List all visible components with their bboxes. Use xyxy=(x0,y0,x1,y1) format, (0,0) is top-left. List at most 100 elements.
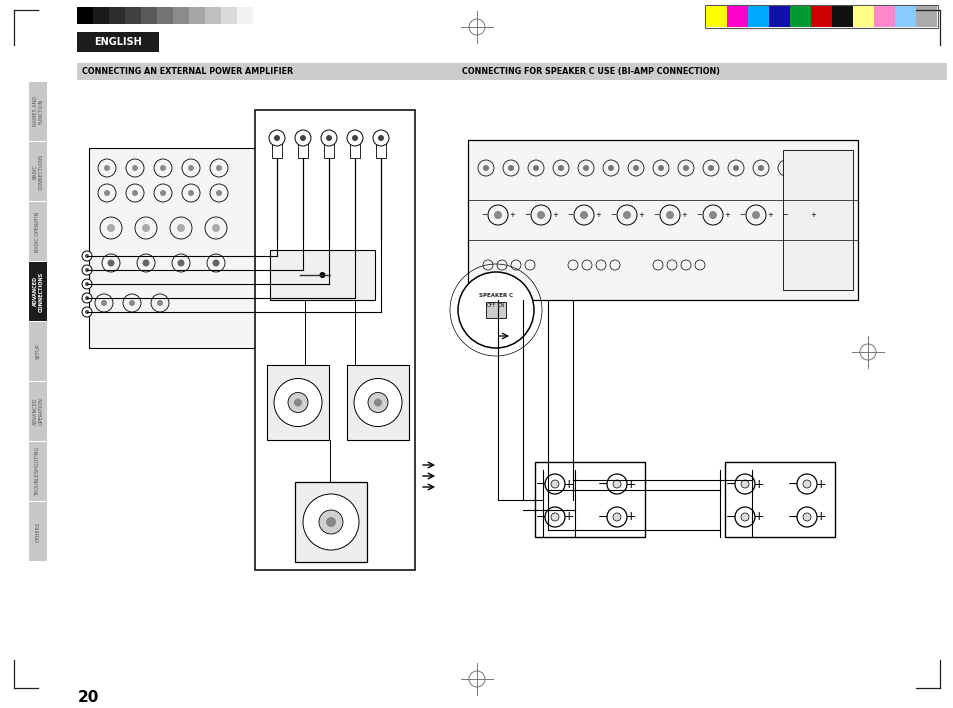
Circle shape xyxy=(157,300,163,306)
Bar xyxy=(189,7,205,24)
Bar xyxy=(831,6,852,27)
Bar xyxy=(77,32,159,52)
Bar xyxy=(29,442,47,501)
Text: +: + xyxy=(680,212,686,218)
Circle shape xyxy=(288,392,308,413)
Text: CONNECTING AN EXTERNAL POWER AMPLIFIER: CONNECTING AN EXTERNAL POWER AMPLIFIER xyxy=(82,67,293,76)
Text: −: − xyxy=(523,212,529,218)
Text: +: + xyxy=(809,212,815,218)
Text: −: − xyxy=(696,212,701,218)
Bar xyxy=(272,138,282,158)
Circle shape xyxy=(537,211,544,219)
Circle shape xyxy=(160,190,166,196)
Bar xyxy=(915,6,936,27)
Circle shape xyxy=(303,494,358,550)
Bar xyxy=(789,6,810,27)
Bar xyxy=(172,7,189,24)
Text: +: + xyxy=(766,212,772,218)
Text: +: + xyxy=(753,477,763,491)
Circle shape xyxy=(633,165,639,171)
Circle shape xyxy=(558,165,563,171)
Text: +: + xyxy=(815,510,825,523)
Circle shape xyxy=(347,130,363,146)
Circle shape xyxy=(104,190,110,196)
Circle shape xyxy=(740,513,748,521)
Text: −: − xyxy=(598,477,608,491)
Text: +: + xyxy=(753,510,763,523)
Bar xyxy=(157,7,172,24)
Text: −: − xyxy=(787,510,798,523)
Circle shape xyxy=(107,224,115,232)
Circle shape xyxy=(82,293,91,303)
Text: +: + xyxy=(563,477,574,491)
Bar xyxy=(324,138,334,158)
Circle shape xyxy=(740,480,748,488)
Circle shape xyxy=(129,300,135,306)
Text: ADVANCED
CONNECTIONS: ADVANCED CONNECTIONS xyxy=(32,271,43,312)
Circle shape xyxy=(507,165,514,171)
Circle shape xyxy=(373,130,389,146)
Circle shape xyxy=(613,480,620,488)
Text: SPEAKER C: SPEAKER C xyxy=(478,294,513,299)
Bar xyxy=(77,63,946,80)
Bar xyxy=(468,140,857,300)
Circle shape xyxy=(794,211,802,219)
Text: +: + xyxy=(815,477,825,491)
Text: +: + xyxy=(625,510,636,523)
Text: BASIC
CONNECTIONS: BASIC CONNECTIONS xyxy=(32,154,43,190)
Circle shape xyxy=(734,474,754,494)
Bar xyxy=(221,7,236,24)
Circle shape xyxy=(82,279,91,289)
Circle shape xyxy=(354,379,401,426)
Circle shape xyxy=(215,190,222,196)
Circle shape xyxy=(582,165,588,171)
Circle shape xyxy=(579,211,587,219)
Bar xyxy=(205,7,221,24)
Circle shape xyxy=(108,260,114,266)
Bar xyxy=(109,7,125,24)
Bar xyxy=(768,6,789,27)
Circle shape xyxy=(707,165,713,171)
Text: −: − xyxy=(598,510,608,523)
Circle shape xyxy=(494,211,501,219)
Circle shape xyxy=(377,135,384,141)
Circle shape xyxy=(320,130,336,146)
Circle shape xyxy=(132,165,138,171)
Circle shape xyxy=(658,165,663,171)
Text: −: − xyxy=(739,212,744,218)
Text: NAMES AND
FUNCTION: NAMES AND FUNCTION xyxy=(32,96,43,127)
Circle shape xyxy=(160,165,166,171)
Text: −: − xyxy=(725,477,736,491)
Circle shape xyxy=(82,265,91,275)
Text: −: − xyxy=(480,212,486,218)
Bar xyxy=(724,462,834,537)
Circle shape xyxy=(606,474,626,494)
Bar xyxy=(29,262,47,321)
Circle shape xyxy=(606,507,626,527)
Text: +: + xyxy=(563,510,574,523)
Bar xyxy=(92,7,109,24)
Bar xyxy=(77,7,92,24)
Circle shape xyxy=(758,165,763,171)
Text: −: − xyxy=(787,477,798,491)
Bar xyxy=(29,502,47,561)
Circle shape xyxy=(796,507,816,527)
Circle shape xyxy=(215,165,222,171)
Circle shape xyxy=(177,224,185,232)
Circle shape xyxy=(457,272,534,348)
Circle shape xyxy=(85,254,89,258)
Circle shape xyxy=(796,474,816,494)
Circle shape xyxy=(807,165,813,171)
Circle shape xyxy=(751,211,760,219)
Text: +: + xyxy=(509,212,515,218)
Circle shape xyxy=(802,480,810,488)
Circle shape xyxy=(533,165,538,171)
Bar xyxy=(782,150,852,290)
Circle shape xyxy=(142,260,150,266)
Circle shape xyxy=(326,517,335,527)
Bar xyxy=(705,6,726,27)
Text: −: − xyxy=(781,212,787,218)
Text: −: − xyxy=(653,212,659,218)
Bar xyxy=(535,462,644,537)
Text: +: + xyxy=(625,477,636,491)
